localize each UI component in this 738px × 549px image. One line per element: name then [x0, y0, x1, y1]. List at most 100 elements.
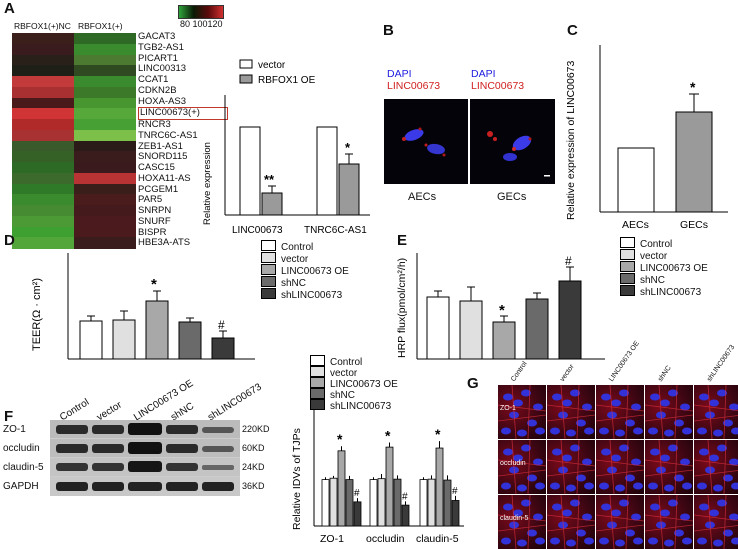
- heatmap-cell-oe: [74, 162, 136, 174]
- bar-d-shlinc: [211, 337, 235, 360]
- heatmap-cell-oe: [74, 140, 136, 152]
- grid-cell: [498, 440, 546, 494]
- y-axis-label: Relative expression of LINC00673: [565, 60, 577, 220]
- heatmap-cell-oe: [74, 65, 136, 77]
- heatmap-cell-nc: [12, 54, 74, 66]
- y-axis-label: HRP flux(pmol/cm²/h): [396, 258, 408, 358]
- bar-f: [401, 504, 410, 527]
- legend-label: LINC00673 OE: [640, 263, 708, 274]
- legend-label: LINC00673 OE: [281, 266, 349, 277]
- y-axis-label: Relative expression: [202, 142, 213, 225]
- legend-item: shNC: [310, 388, 355, 401]
- heatmap-gene-label: SNURF: [138, 215, 171, 227]
- bar-chart-c: Relative expression of LINC00673 * AECs …: [565, 45, 728, 230]
- legend-swatch: [261, 240, 276, 251]
- legend-swatch: [620, 273, 635, 284]
- heatmap-cell-oe: [74, 108, 136, 120]
- sig-mark-d-hash: #: [218, 318, 225, 332]
- bar-f: [369, 479, 378, 527]
- grid-cell: [547, 495, 595, 549]
- bar-f: [427, 478, 436, 527]
- grid-cell: [498, 495, 546, 549]
- legend-label: shLINC00673: [330, 401, 392, 412]
- bar-chart-d: TEER(Ω · cm²) * #: [31, 253, 255, 360]
- legend-swatch: [310, 377, 325, 388]
- y-axis-label: TEER(Ω · cm²): [31, 278, 43, 351]
- x-label-tnrc6c: TNRC6C-AS1: [304, 225, 367, 236]
- blot-size-occludin: 60KD: [242, 443, 265, 453]
- legend-label-vector: vector: [258, 60, 286, 71]
- grid-col-label: shNC: [657, 364, 673, 384]
- sig-mark-f-hash: #: [452, 486, 458, 497]
- bar-f: [443, 479, 452, 527]
- legend-label: shLINC00673: [281, 290, 343, 301]
- heatmap-cell-nc: [12, 215, 74, 227]
- blot-protein-labels: ZO-1 occludin claudin-5 GAPDH: [3, 420, 51, 496]
- heatmap-gene-label: LINC00673(+): [138, 107, 228, 120]
- bar-f: [393, 478, 402, 527]
- heatmap-cell-nc: [12, 205, 74, 217]
- bar-aecs: [617, 147, 655, 213]
- blot-label-occludin: occludin: [3, 443, 40, 454]
- heatmap-cell-oe: [74, 97, 136, 109]
- legend-item: shLINC00673: [310, 399, 391, 412]
- legend-label: vector: [330, 368, 358, 379]
- legend-label: vector: [281, 254, 309, 265]
- legend-item: shLINC00673: [620, 285, 701, 298]
- grid-row-label: ZO-1: [500, 405, 516, 412]
- grid-cell: [596, 495, 644, 549]
- heatmap-cell-nc: [12, 151, 74, 163]
- sig-mark-f-star: *: [385, 427, 391, 443]
- grid-col-label: shLINC00673: [706, 343, 737, 384]
- bar-f: [419, 479, 428, 527]
- legend-item: LINC00673 OE: [620, 261, 708, 274]
- sig-mark-e-star: *: [499, 302, 505, 319]
- legend-swatch-vector: [239, 59, 253, 69]
- legend-item: vector: [620, 249, 667, 262]
- b-dapi-label-1: DAPI: [387, 68, 412, 80]
- legend-swatch: [620, 249, 635, 260]
- blot-label-claudin5: claudin-5: [3, 462, 44, 473]
- legend-item: LINC00673 OE: [310, 377, 398, 390]
- blot-lane-label: LINC00673 OE: [132, 378, 196, 424]
- heatmap-cell-oe: [74, 226, 136, 238]
- heatmap-cell-oe: [74, 43, 136, 55]
- blot-size-labels: 220KD 60KD 24KD 36KD: [242, 420, 282, 496]
- blot-size-gapdh: 36KD: [242, 481, 265, 491]
- heatmap-gene-label: TGB2-AS1: [138, 41, 184, 53]
- grid-col-label: Control: [510, 360, 529, 384]
- legend-swatch: [310, 366, 325, 377]
- heatmap-cell-nc: [12, 140, 74, 152]
- legend-label-rbfox1-oe: RBFOX1 OE: [258, 75, 316, 86]
- heatmap-gene-label: SNORD115: [138, 151, 188, 163]
- x-label-zo1: ZO-1: [320, 533, 344, 545]
- bar-d-oe: [145, 300, 169, 360]
- legend-label: shNC: [640, 275, 666, 286]
- grid-cell: [694, 440, 738, 494]
- legend-item: Control: [310, 355, 362, 368]
- heatmap-gene-label: PICART1: [138, 52, 178, 64]
- legend-label: shLINC00673: [640, 287, 702, 298]
- legend-item: shNC: [261, 276, 306, 289]
- heatmap-scale-ticks: 80 100120: [180, 19, 223, 29]
- sig-mark-f-star: *: [435, 426, 441, 442]
- legend-item: vector: [261, 252, 308, 265]
- grid-cell: [645, 495, 693, 549]
- x-label-gecs: GECs: [680, 219, 708, 230]
- legend-swatch-rbfox1-oe: [239, 74, 253, 84]
- heatmap-cell-nc: [12, 194, 74, 206]
- heatmap-cell-nc: [12, 119, 74, 131]
- grid-col-label: vector: [559, 363, 576, 384]
- heatmap-cell-oe: [74, 194, 136, 206]
- grid-cell: [498, 385, 546, 439]
- bar-f: [353, 501, 362, 527]
- immunofluorescence-grid: Control vector LINC00673 OE shNC shLINC00673…: [474, 340, 738, 549]
- bar-chart-f: Relative IDVs of TJPs ZO-1 occludin clau…: [291, 410, 464, 545]
- grid-cell: [596, 440, 644, 494]
- bar-f: [435, 447, 444, 527]
- heatmap-cell-nc: [12, 226, 74, 238]
- heatmap-gene-label: HBE3A-ATS: [138, 237, 191, 249]
- sig-mark-a2: *: [345, 140, 351, 155]
- bar-f: [321, 479, 330, 527]
- bar-f: [385, 446, 394, 527]
